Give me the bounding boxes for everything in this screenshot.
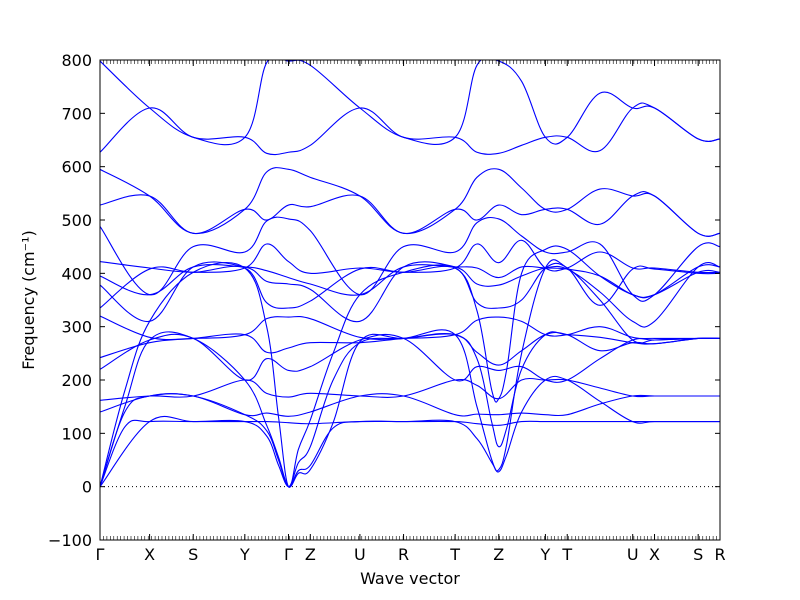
band-line-8 [100,261,720,328]
x-tick-label-12: T [561,545,572,564]
band-line-4 [100,191,720,237]
y-tick-label: 400 [61,264,92,283]
x-tick-label-13: U [627,545,639,564]
band-line-19 [100,245,720,488]
plot-frame [99,59,721,541]
x-tick-label-11: Y [540,545,551,564]
band-line-14 [100,393,720,417]
y-tick-label: 500 [61,211,92,230]
y-tick-label: 0 [82,478,92,497]
x-tick-label-9: T [449,545,460,564]
x-tick-label-15: S [693,545,703,564]
y-tick-label: 200 [61,371,92,390]
x-tick-label-8: R [398,545,409,564]
x-tick-label-10: Z [493,545,504,564]
y-tick-label: 700 [61,104,92,123]
band-line-5 [100,216,720,302]
y-tick-label: 100 [61,424,92,443]
y-tick-label: 300 [61,318,92,337]
band-line-1 [100,60,720,146]
band-line-2 [100,102,720,156]
band-line-3 [100,167,720,237]
band-line-18 [100,259,720,488]
band-lines [100,60,720,488]
band-line-6 [100,239,720,274]
y-tick-label: 800 [61,51,92,70]
y-tick-label: 600 [61,158,92,177]
x-tick-label-3: S [188,545,198,564]
y-tick-label: −100 [48,531,92,550]
x-tick-label-16: R [714,545,725,564]
band-line-13 [100,377,720,401]
band-line-17 [100,375,720,488]
x-tick-label-5: Γ [284,545,293,564]
band-line-16 [100,331,720,488]
x-tick-label-7: U [354,545,366,564]
x-tick-label-6: Z [305,545,316,564]
y-axis-title: Frequency (cm⁻¹) [19,230,38,369]
x-axis-title: Wave vector [360,569,460,588]
band-line-10 [100,315,720,341]
x-tick-label-2: X [144,545,155,564]
x-tick-label-4: Y [239,545,250,564]
x-tick-label-1: Γ [96,545,105,564]
x-tick-label-14: X [649,545,660,564]
